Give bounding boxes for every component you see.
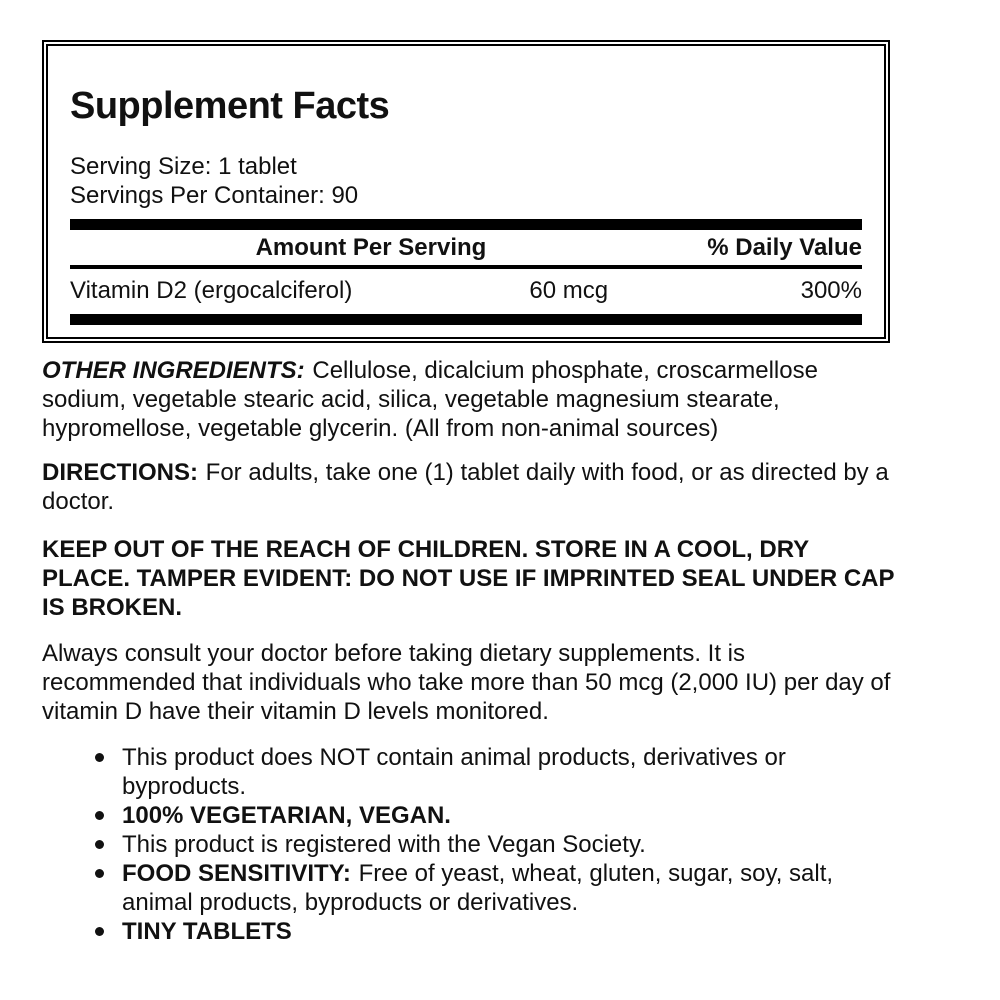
list-item: 100% VEGETARIAN, VEGAN.	[94, 801, 898, 830]
directions-paragraph: DIRECTIONS: For adults, take one (1) tabl…	[42, 458, 898, 516]
feature-bullet-list: This product does NOT contain animal pro…	[42, 743, 898, 946]
directions-label: DIRECTIONS:	[42, 459, 198, 486]
thick-rule-top	[70, 219, 862, 230]
daily-value-header: % Daily Value	[707, 234, 862, 261]
list-item: TINY TABLETS	[94, 917, 898, 946]
bullet-text-vegan-society: This product is registered with the Vega…	[122, 831, 646, 858]
bullet-text-food-sensitivity: Free of yeast, wheat, gluten, sugar, soy…	[122, 860, 834, 916]
bullet-icon	[95, 811, 104, 820]
serving-info: Serving Size: 1 tablet Servings Per Cont…	[70, 152, 862, 210]
medium-rule	[70, 265, 862, 269]
list-item: This product is registered with the Vega…	[94, 830, 898, 859]
bullet-text-vegetarian-vegan: 100% VEGETARIAN, VEGAN.	[122, 802, 451, 829]
label-body: OTHER INGREDIENTS: Cellulose, dicalcium p…	[42, 334, 898, 946]
supplement-facts-panel-inner: Supplement Facts Serving Size: 1 tablet …	[46, 44, 886, 339]
amount-per-serving-header: Amount Per Serving	[255, 234, 487, 261]
list-item: FOOD SENSITIVITY: Free of yeast, wheat, g…	[94, 859, 898, 917]
advisory-paragraph: Always consult your doctor before taking…	[42, 640, 891, 725]
nutrient-daily-value: 300%	[800, 277, 862, 304]
food-sensitivity-label: FOOD SENSITIVITY:	[122, 860, 351, 887]
other-ingredients-paragraph: OTHER INGREDIENTS: Cellulose, dicalcium p…	[42, 356, 898, 443]
panel-title: Supplement Facts	[70, 85, 390, 127]
other-ingredients-text: Cellulose, dicalcium phosphate, croscarm…	[42, 357, 818, 442]
bullet-text-no-animal-products: This product does NOT contain animal pro…	[122, 744, 786, 800]
supplement-facts-panel: Supplement Facts Serving Size: 1 tablet …	[42, 40, 890, 343]
table-row: Vitamin D2 (ergocalciferol) 60 mcg 300%	[70, 269, 862, 314]
facts-table-header: Amount Per Serving % Daily Value	[70, 230, 862, 265]
warning-paragraph: KEEP OUT OF THE REACH OF CHILDREN. STORE…	[42, 536, 895, 621]
nutrient-name: Vitamin D2 (ergocalciferol)	[70, 277, 353, 304]
bullet-icon	[95, 840, 104, 849]
list-item: This product does NOT contain animal pro…	[94, 743, 898, 801]
bullet-icon	[95, 869, 104, 878]
servings-per-container-line: Servings Per Container: 90	[70, 182, 359, 209]
bullet-text-tiny-tablets: TINY TABLETS	[122, 918, 292, 945]
nutrient-amount: 60 mcg	[529, 277, 609, 304]
bullet-icon	[95, 753, 104, 762]
other-ingredients-label: OTHER INGREDIENTS:	[42, 357, 305, 384]
thick-rule-bottom	[70, 314, 862, 325]
bullet-icon	[95, 927, 104, 936]
directions-text: For adults, take one (1) tablet daily wi…	[42, 459, 889, 515]
serving-size-line: Serving Size: 1 tablet	[70, 153, 297, 180]
